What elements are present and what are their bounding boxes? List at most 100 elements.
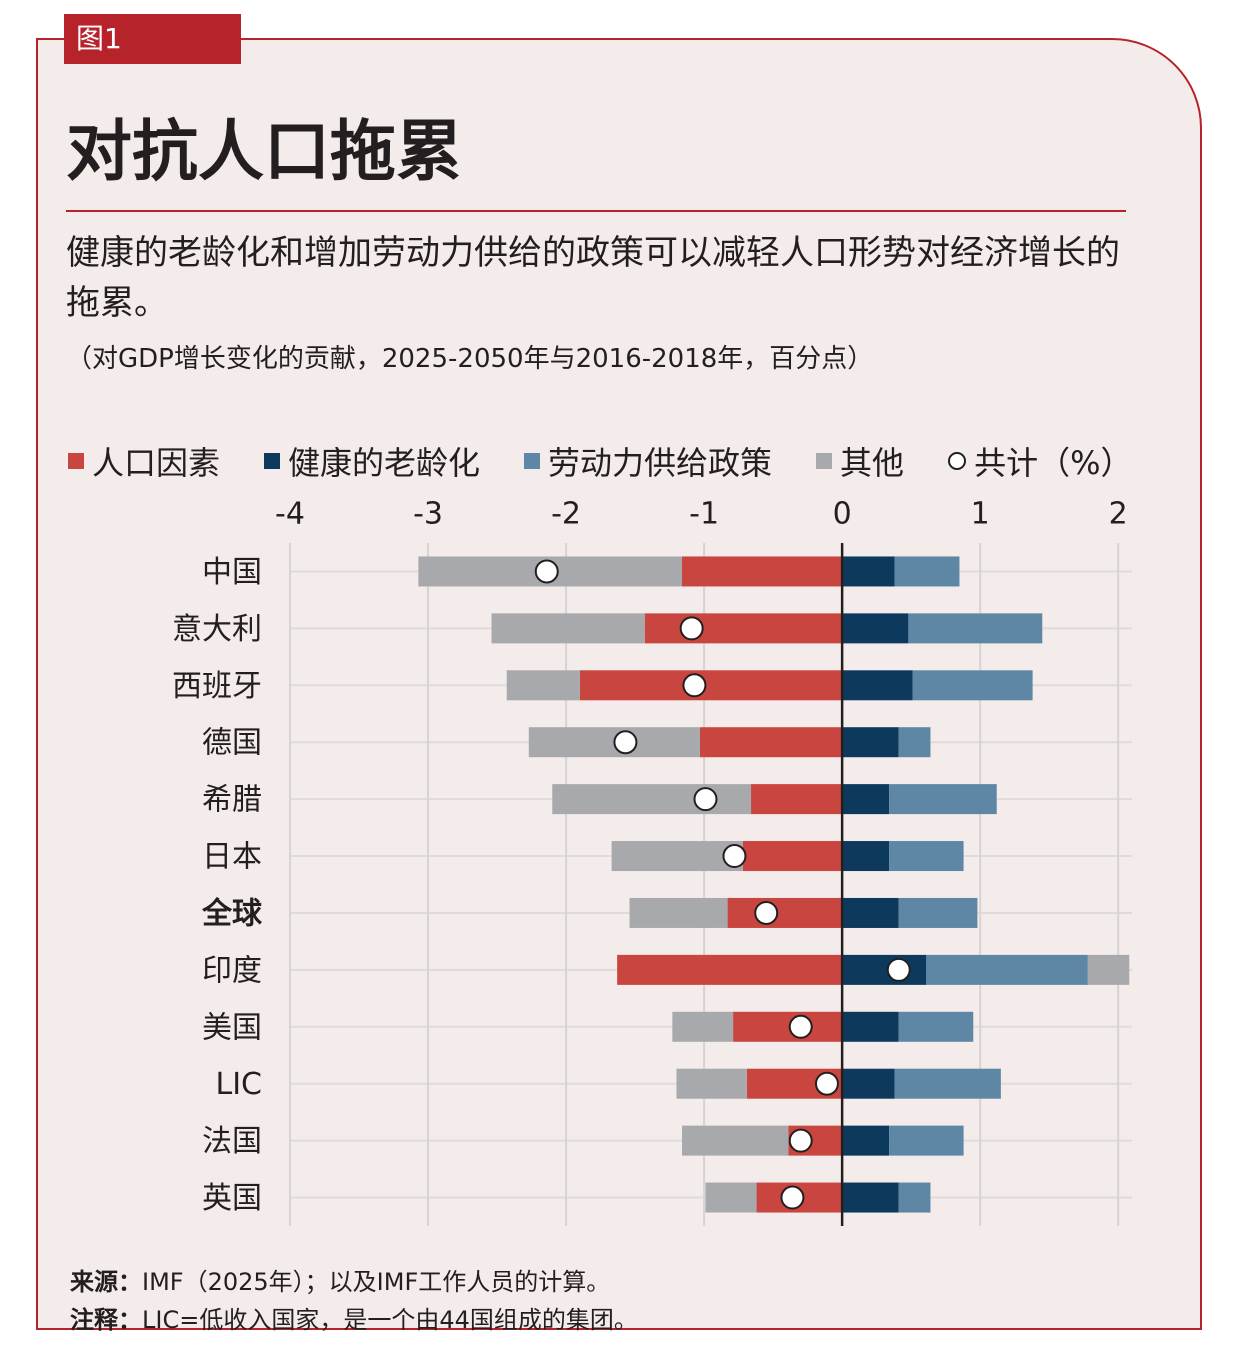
legend-label: 人口因素: [92, 444, 221, 482]
legend-label: 其他: [840, 444, 905, 482]
bar: [842, 954, 927, 985]
legend-swatch: [264, 453, 281, 469]
bar: [1087, 954, 1130, 985]
bar: [842, 1125, 890, 1156]
bar: [842, 784, 890, 815]
bar: [912, 670, 1033, 701]
bar: [552, 784, 752, 815]
bar: [506, 670, 580, 701]
legend-item: 健康的老龄化: [264, 438, 480, 484]
bar: [733, 1011, 843, 1042]
total-marker: [722, 844, 747, 869]
bar: [727, 897, 843, 928]
bar: [894, 1068, 1001, 1099]
source: 来源：IMF（2025年）；以及IMF工作人员的计算。: [70, 1262, 610, 1297]
category-label: LIC: [215, 1067, 262, 1102]
figure-tag: 图1: [64, 14, 241, 64]
rule: [66, 210, 1126, 212]
x-tick-label: 1: [971, 497, 990, 532]
x-tick-label: -1: [689, 497, 719, 532]
legend-item: 共计（%）: [948, 438, 1132, 484]
category-label: 美国: [202, 1010, 262, 1045]
bar: [699, 727, 843, 758]
bar: [672, 1011, 734, 1042]
legend-label: 劳动力供给政策: [548, 444, 773, 482]
category-label: 希腊: [202, 783, 262, 818]
category-label: 法国: [202, 1124, 262, 1159]
x-tick-label: 0: [833, 497, 852, 532]
source-text: IMF（2025年）；以及IMF工作人员的计算。: [142, 1268, 611, 1296]
bar: [842, 897, 899, 928]
bar: [491, 613, 645, 644]
bar: [629, 897, 728, 928]
bar: [898, 897, 978, 928]
total-marker: [814, 1071, 839, 1096]
bar: [894, 556, 960, 587]
legend-item: 人口因素: [68, 438, 220, 484]
total-marker: [788, 1014, 813, 1039]
source-label: 来源：: [70, 1268, 142, 1296]
bar: [842, 613, 909, 644]
bar: [889, 1125, 964, 1156]
bar: [682, 556, 843, 587]
category-label: 意大利: [172, 612, 262, 647]
bar: [842, 1182, 899, 1213]
bar: [842, 556, 895, 587]
subtitle: 健康的老龄化和增加劳动力供给的政策可以减轻人口形势对经济增长的拖累。: [66, 233, 1120, 323]
legend-label: 共计（%）: [974, 444, 1133, 482]
total-marker: [754, 900, 779, 925]
total-marker: [613, 730, 638, 755]
total-marker: [788, 1128, 813, 1153]
bar: [898, 1182, 931, 1213]
bar: [705, 1182, 757, 1213]
total-marker: [693, 787, 718, 812]
bar: [644, 613, 843, 644]
legend: 人口因素 健康的老龄化 劳动力供给政策 其他 共计（%）: [68, 438, 1176, 484]
title: 对抗人口拖累: [66, 113, 462, 190]
bar: [889, 784, 997, 815]
x-tick-label: -4: [275, 497, 305, 532]
total-marker: [534, 559, 559, 584]
bar: [898, 1011, 974, 1042]
legend-marker: [948, 452, 967, 470]
bar: [842, 670, 913, 701]
legend-label: 健康的老龄化: [288, 444, 481, 482]
note-label: 注释：: [70, 1306, 142, 1334]
bar: [611, 841, 743, 872]
bar: [742, 841, 843, 872]
bar: [617, 954, 843, 985]
total-marker: [682, 673, 707, 698]
bar: [842, 727, 899, 758]
bar: [682, 1125, 789, 1156]
note: 注释：LIC=低收入国家，是一个由44国组成的集团。: [70, 1300, 638, 1335]
legend-swatch: [68, 453, 84, 469]
category-label: 日本: [202, 840, 262, 875]
total-marker: [886, 957, 911, 982]
total-marker: [679, 616, 704, 641]
category-label: 中国: [202, 555, 262, 590]
x-tick-label: 2: [1109, 497, 1128, 532]
x-tick-label: -2: [551, 497, 581, 532]
bar: [579, 670, 843, 701]
bar: [898, 727, 931, 758]
category-label: 印度: [202, 953, 262, 988]
legend-swatch: [816, 453, 833, 469]
bar: [889, 841, 964, 872]
legend-swatch: [524, 453, 541, 469]
bar: [842, 1068, 895, 1099]
category-label: 西班牙: [172, 669, 262, 704]
bar: [842, 841, 890, 872]
category-label: 全球: [201, 896, 263, 931]
legend-item: 劳动力供给政策: [524, 438, 772, 484]
legend-item: 其他: [816, 438, 904, 484]
category-label: 德国: [202, 726, 262, 761]
category-label: 英国: [202, 1181, 262, 1216]
total-marker: [780, 1185, 805, 1210]
bar: [908, 613, 1043, 644]
note-text: LIC=低收入国家，是一个由44国组成的集团。: [142, 1306, 638, 1334]
bar: [926, 954, 1088, 985]
bar: [676, 1068, 747, 1099]
units-note: （对GDP增长变化的贡献，2025-2050年与2016-2018年，百分点）: [66, 344, 874, 374]
